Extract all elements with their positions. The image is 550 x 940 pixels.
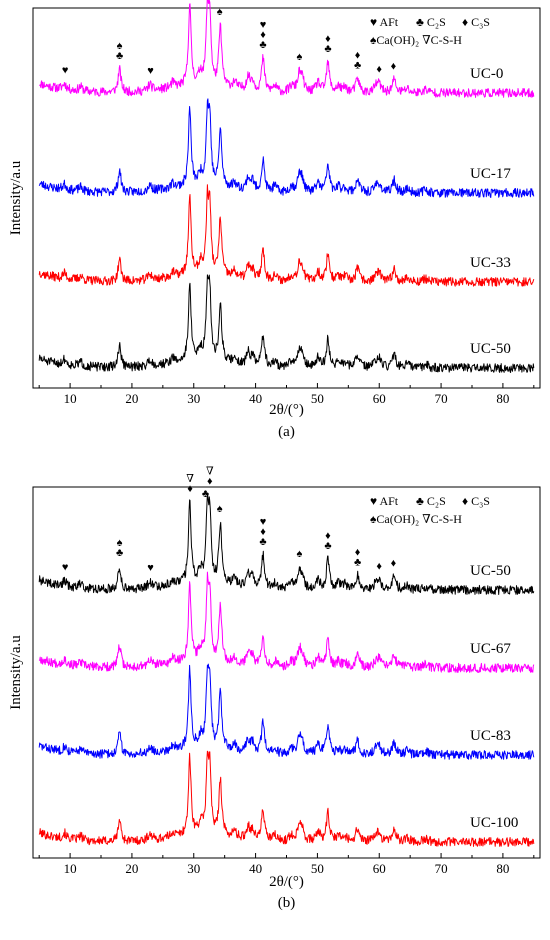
phase-marker: ♦ [355, 49, 361, 61]
series-label: UC-100 [470, 815, 518, 831]
x-tick-label: 60 [373, 861, 386, 876]
phase-marker: ♣ [259, 536, 266, 548]
x-tick-label: 10 [64, 391, 77, 406]
phase-marker: ♥ [147, 65, 154, 77]
series-label: UC-33 [470, 255, 511, 271]
series-label: UC-83 [470, 728, 511, 744]
series-line-uc-67 [38, 571, 535, 673]
phase-marker: ♦ [187, 483, 193, 495]
panel-b: 10 20 30 40 50 60 70 80 2θ/(°) Intensity/a.u (b) UC… [8, 466, 541, 911]
phase-marker: ♣ [324, 540, 331, 552]
legend-entry: ♣ C₂S [416, 494, 446, 508]
phase-marker: ♦ [355, 546, 361, 558]
phase-marker: ♦ [260, 29, 266, 41]
x-tick-label: 70 [435, 861, 448, 876]
phase-marker: ♠ [217, 6, 223, 18]
series-line-uc-50 [38, 492, 535, 595]
series-line-uc-50 [38, 274, 535, 373]
phase-marker: ♠ [117, 40, 123, 52]
series-label: UC-50 [470, 563, 511, 579]
series-label: UC-0 [470, 66, 503, 82]
legend-entry: ♦ C₃S [462, 494, 490, 508]
x-tick-label: 20 [125, 391, 138, 406]
x-tick-label: 50 [311, 861, 324, 876]
phase-marker: ♣ [354, 59, 361, 71]
phase-marker: ♦ [391, 60, 397, 72]
phase-marker: ♥ [62, 65, 69, 77]
series-label: UC-17 [470, 166, 511, 182]
x-tick-label: 30 [187, 391, 200, 406]
phase-marker: ♠ [217, 503, 223, 515]
x-tick-label: 40 [249, 391, 262, 406]
y-axis-title: Intensity/a.u [8, 160, 24, 235]
series-line-uc-100 [38, 750, 535, 847]
x-tick-label: 80 [496, 861, 509, 876]
phase-marker: ♠ [117, 537, 123, 549]
phase-marker: ♦ [325, 33, 331, 45]
phase-marker: ∇ [186, 473, 194, 485]
plot-frame [32, 486, 541, 859]
phase-marker: ♦ [260, 526, 266, 538]
x-tick-label: 20 [125, 861, 138, 876]
phase-marker: ♥ [62, 562, 69, 574]
x-tick-label: 10 [64, 861, 77, 876]
legend-entry: ♦ C₃S [462, 15, 490, 29]
plot-frame [32, 7, 541, 389]
panel-label: (b) [278, 895, 296, 911]
legend-entry: ♥ AFt [370, 15, 399, 29]
phase-marker: ♥ [260, 516, 267, 528]
legend-entry: ♥ AFt [370, 494, 399, 508]
phase-marker: ♦ [391, 557, 397, 569]
phase-marker: ♣ [354, 556, 361, 568]
y-axis-title: Intensity/a.u [8, 635, 24, 710]
x-tick-label: 50 [311, 391, 324, 406]
x-axis-title: 2θ/(°) [269, 874, 304, 890]
phase-marker: ∇ [206, 466, 214, 478]
legend-entry: ♣ C₂S [416, 15, 446, 29]
x-tick-label: 40 [249, 861, 262, 876]
series-line-uc-0 [39, 0, 535, 98]
phase-marker: ♥ [260, 19, 267, 31]
series-line-uc-33 [38, 184, 535, 287]
legend-entry: ♠Ca(OH)₂ ∇C-S-H [370, 33, 462, 47]
phase-marker: ♠ [297, 548, 303, 560]
panel-label: (a) [278, 424, 295, 440]
phase-marker: ♦ [376, 63, 382, 75]
phase-marker: ♣ [324, 43, 331, 55]
panel-a: 10 20 30 40 50 60 70 80 2θ/(°) Intensity/a.u (a) UC… [8, 0, 541, 440]
x-axis-title: 2θ/(°) [269, 402, 304, 418]
series-label: UC-67 [470, 641, 511, 657]
x-tick-label: 80 [496, 391, 509, 406]
phase-marker: ♣ [202, 488, 209, 500]
phase-marker: ♦ [325, 530, 331, 542]
x-tick-label: 60 [373, 391, 386, 406]
series-label: UC-50 [470, 341, 511, 357]
phase-marker: ♥ [147, 562, 154, 574]
phase-marker: ♣ [116, 50, 123, 62]
x-tick-label: 70 [435, 391, 448, 406]
phase-marker: ♦ [376, 560, 382, 572]
legend-entry: ♠Ca(OH)₂ ∇C-S-H [370, 512, 462, 526]
x-tick-label: 30 [187, 861, 200, 876]
phase-marker: ♣ [259, 39, 266, 51]
series-line-uc-17 [38, 98, 535, 198]
phase-marker: ♣ [116, 547, 123, 559]
phase-marker: ♠ [297, 51, 303, 63]
phase-marker: ♦ [207, 476, 213, 488]
series-line-uc-83 [38, 663, 535, 760]
